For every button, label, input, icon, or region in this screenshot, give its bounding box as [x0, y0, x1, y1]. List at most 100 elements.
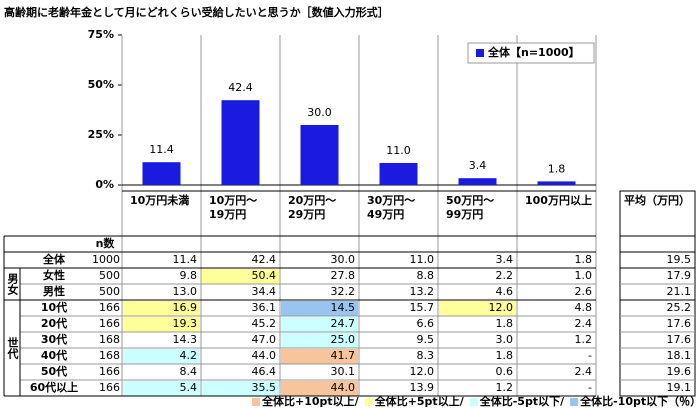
row-label: 30代: [41, 332, 67, 346]
highlight-swatch: [570, 398, 579, 406]
column-header: 20万円～ 29万円: [288, 194, 337, 221]
average-value: 17.6: [667, 333, 692, 346]
row-label: 男性: [43, 284, 65, 298]
highlight-swatch: [469, 398, 478, 406]
cell-value: 3.4: [496, 253, 514, 266]
average-header: 平均（万円）: [624, 193, 690, 207]
row-label: 40代: [41, 348, 67, 362]
column-header: 100万円以上: [525, 194, 592, 207]
cell-value: 1.0: [575, 269, 593, 282]
average-value: 18.1: [667, 349, 692, 362]
cell-value: 42.4: [252, 253, 277, 266]
cell-value: 30.0: [331, 253, 356, 266]
group-label: 男女: [6, 273, 19, 296]
highlight-label: 全体比-10pt以下（％）: [579, 394, 700, 408]
cell-value: -: [588, 381, 592, 394]
cell-value: 11.0: [410, 253, 435, 266]
row-n: 500: [99, 285, 120, 298]
row-n: 166: [99, 365, 120, 378]
y-tick-label: 25%: [88, 128, 114, 141]
cell-value: 19.3: [173, 317, 198, 330]
row-n: 1000: [92, 253, 120, 266]
bar: [458, 178, 497, 185]
cell-value: 46.4: [252, 365, 277, 378]
cell-highlight: [202, 381, 279, 396]
cell-value: 4.2: [180, 349, 198, 362]
cell-value: 1.8: [496, 349, 514, 362]
cell-value: 14.3: [173, 333, 198, 346]
row-label: 50代: [41, 364, 67, 378]
cell-value: 4.6: [496, 285, 514, 298]
cell-value: 8.8: [417, 269, 435, 282]
cell-highlight: [202, 269, 279, 284]
cell-highlight: [281, 381, 358, 396]
cell-value: 36.1: [252, 301, 277, 314]
legend-label: 全体【n=1000】: [487, 45, 580, 59]
cell-value: 25.0: [331, 333, 356, 346]
average-value: 19.5: [667, 253, 692, 266]
value-label: 1.8: [548, 162, 566, 175]
cell-highlight: [281, 349, 358, 364]
average-value: 17.6: [667, 317, 692, 330]
cell-value: 1.8: [575, 253, 593, 266]
row-n: 500: [99, 269, 120, 282]
column-header: 10万円未満: [130, 194, 190, 207]
cell-value: 12.0: [410, 365, 435, 378]
column-header: 10万円～ 19万円: [209, 194, 258, 221]
cell-highlight: [281, 317, 358, 332]
average-value: 25.2: [667, 301, 692, 314]
row-label: 全体: [42, 252, 66, 266]
bar: [142, 162, 181, 185]
cell-value: 8.3: [417, 349, 435, 362]
cell-value: 2.4: [575, 365, 593, 378]
cell-value: 35.5: [252, 381, 277, 394]
row-n: 166: [99, 301, 120, 314]
cell-value: 4.8: [575, 301, 593, 314]
cell-value: 2.4: [575, 317, 593, 330]
title: 高齢期に老齢年金として月にどれくらい受給したいと思うか［数値入力形式］: [4, 5, 389, 19]
cell-value: 15.7: [410, 301, 435, 314]
cell-value: 1.8: [496, 317, 514, 330]
row-label: 10代: [41, 300, 67, 314]
value-label: 11.0: [386, 144, 411, 157]
cell-value: 34.4: [252, 285, 277, 298]
cell-value: 14.5: [331, 301, 356, 314]
cell-value: 13.2: [410, 285, 435, 298]
average-value: 21.1: [667, 285, 692, 298]
cell-value: 2.2: [496, 269, 514, 282]
highlight-label: 全体比+10pt以上/: [261, 394, 360, 408]
average-value: 19.1: [667, 381, 692, 394]
row-n: 168: [99, 349, 120, 362]
cell-value: 2.6: [575, 285, 593, 298]
cell-value: 9.5: [417, 333, 435, 346]
cell-value: 3.0: [496, 333, 514, 346]
y-tick-label: 0%: [95, 178, 114, 191]
cell-value: 16.9: [173, 301, 198, 314]
average-value: 17.9: [667, 269, 692, 282]
row-label: 女性: [43, 268, 65, 282]
bar: [537, 181, 576, 185]
highlight-label: 全体比+5pt以上/: [374, 394, 465, 408]
cell-highlight: [123, 317, 200, 332]
cell-value: 5.4: [180, 381, 198, 394]
bar: [379, 163, 418, 185]
cell-value: 44.0: [252, 349, 277, 362]
cell-highlight: [123, 381, 200, 396]
highlight-label: 全体比-5pt以下/: [479, 394, 565, 408]
group-label: 世代: [6, 336, 20, 360]
cell-highlight: [123, 349, 200, 364]
average-value: 19.6: [667, 365, 692, 378]
n-header: n数: [96, 236, 116, 250]
highlight-swatch: [252, 398, 260, 406]
bar: [221, 100, 260, 185]
cell-highlight: [281, 333, 358, 348]
cell-value: 0.6: [496, 365, 514, 378]
value-label: 42.4: [228, 81, 253, 94]
row-label: 60代以上: [30, 380, 78, 394]
cell-value: 24.7: [331, 317, 356, 330]
column-header: 30万円～ 49万円: [367, 194, 416, 221]
cell-value: 27.8: [331, 269, 356, 282]
y-tick-label: 75%: [88, 28, 114, 41]
